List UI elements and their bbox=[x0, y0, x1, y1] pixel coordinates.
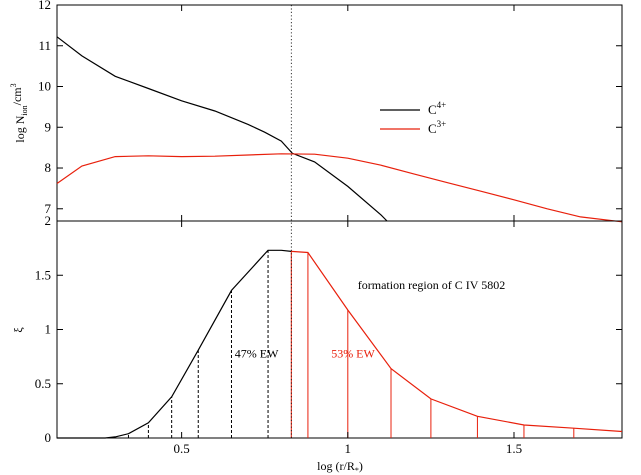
legend: C4+C3+ bbox=[380, 100, 446, 136]
top-y-tick-label: 10 bbox=[38, 79, 51, 94]
top-series-group bbox=[56, 36, 623, 223]
top-y-tick-label: 12 bbox=[38, 0, 51, 12]
legend-label-C4+: C4+ bbox=[428, 100, 446, 117]
xi-curve-right-part bbox=[291, 250, 623, 433]
legend-label-C3+: C3+ bbox=[428, 119, 446, 136]
xlabel-base: log (r/R bbox=[317, 459, 355, 473]
bottom-y-tick-label: 0 bbox=[45, 430, 52, 445]
drop-lines bbox=[127, 250, 575, 438]
top-y-tick-label: 7 bbox=[45, 201, 52, 216]
top-y-tick-label: 11 bbox=[38, 38, 51, 53]
bottom-y-tick-label: 1.5 bbox=[35, 267, 51, 282]
bottom-y-tick-label: 1 bbox=[45, 322, 52, 337]
bottom-series-group bbox=[57, 249, 623, 439]
annotation-text: 53% EW bbox=[331, 346, 375, 360]
bottom-y-tick-label: 0.5 bbox=[35, 376, 51, 391]
annotation-text: formation region of C IV 5802 bbox=[358, 278, 505, 292]
series-line-C4+ bbox=[56, 36, 388, 222]
series-line-C3+ bbox=[56, 153, 623, 223]
annotations: 47% EW 53% EW formation region of C IV 580… bbox=[235, 278, 505, 360]
top-ylabel-suffix: /cm bbox=[10, 87, 24, 106]
xlabel-suffix: ) bbox=[359, 459, 363, 473]
bottom-y-axis-label: ξ bbox=[11, 327, 25, 333]
bottom-x-tick-label: 0.5 bbox=[174, 441, 190, 456]
top-x-ticks bbox=[181, 5, 515, 221]
top-y-axis-label: log Nion/cm3 bbox=[9, 83, 29, 142]
bottom-x-ticks: 0.5 1 1.5 bbox=[174, 221, 522, 456]
bottom-y-tick-label: 2 bbox=[45, 213, 52, 228]
top-y-ticks: 7 8 9 10 11 12 bbox=[38, 0, 622, 216]
top-y-tick-label: 8 bbox=[45, 160, 52, 175]
bottom-y-ticks: 0 0.5 1 1.5 2 bbox=[35, 213, 622, 445]
top-ylabel-base: log N bbox=[13, 115, 27, 142]
bottom-panel: 0 0.5 1 1.5 2 0.5 1 1.5 47% EW 53% EW formation … bbox=[11, 213, 623, 475]
top-ylabel-sup: 3 bbox=[9, 83, 18, 87]
bottom-panel-frame bbox=[56, 220, 623, 439]
annotation-text: 47% EW bbox=[235, 346, 279, 360]
xi-curve-left-part bbox=[57, 249, 292, 439]
top-y-tick-label: 9 bbox=[45, 119, 52, 134]
bottom-x-tick-label: 1.5 bbox=[506, 441, 522, 456]
bottom-x-tick-label: 1 bbox=[345, 441, 352, 456]
top-ylabel-sub: ion bbox=[20, 105, 29, 115]
xlabel-sub: * bbox=[355, 466, 359, 475]
top-panel-frame bbox=[56, 4, 623, 222]
bottom-x-axis-label: log (r/R*) bbox=[317, 459, 363, 475]
